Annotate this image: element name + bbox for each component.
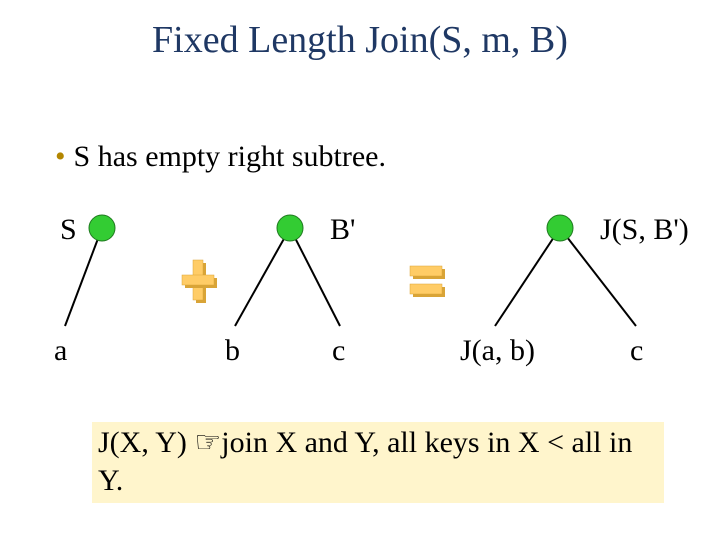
leaf-label-c-left: c xyxy=(332,334,345,368)
bullet-text: S has empty right subtree. xyxy=(74,140,386,173)
node-label-S: S xyxy=(60,213,77,247)
leaf-label-c-right: c xyxy=(630,334,643,368)
footnote-definition: J(X, Y) ☞join X and Y, all keys in X < a… xyxy=(92,422,664,503)
page-title: Fixed Length Join(S, m, B) xyxy=(0,18,720,62)
leaf-label-b: b xyxy=(225,334,240,368)
leaf-label-a: a xyxy=(54,334,67,368)
bullet-line: •S has empty right subtree. xyxy=(55,140,386,174)
node-label-Bprime: B' xyxy=(330,213,355,247)
node-label-J: J(S, B') xyxy=(600,213,689,247)
footnote-arrow-icon: ☞ xyxy=(194,426,221,459)
footnote-prefix: J(X, Y) xyxy=(98,426,194,459)
leaf-label-Jab: J(a, b) xyxy=(460,334,535,368)
bullet-dot: • xyxy=(55,140,66,173)
